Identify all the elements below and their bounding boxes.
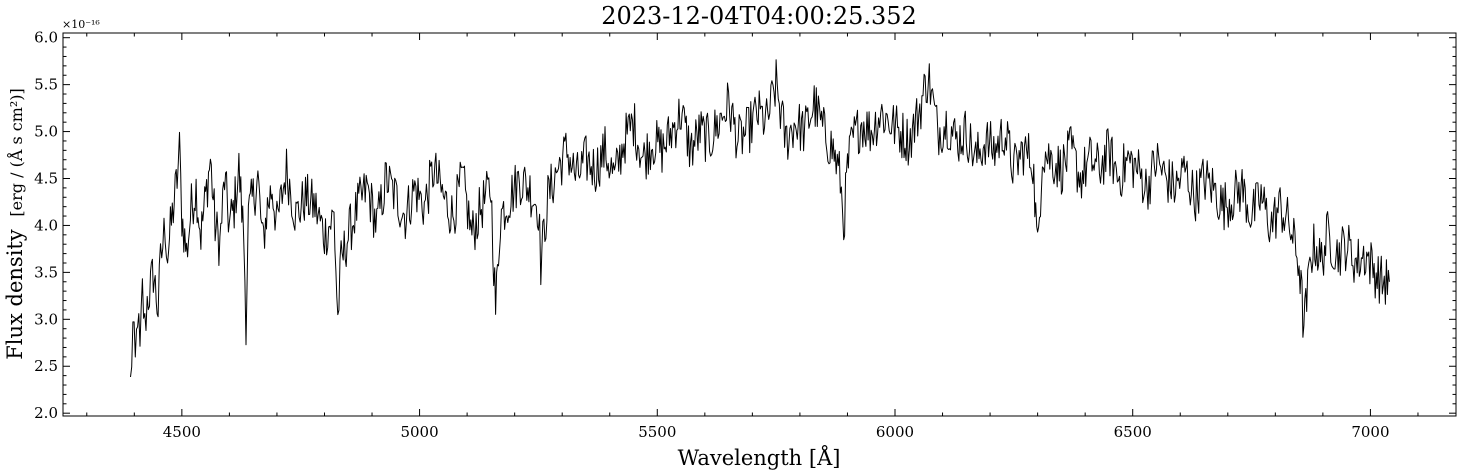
- x-axis-label: Wavelength [Å]: [678, 445, 841, 470]
- y-axis-label-text: Flux density: [3, 229, 27, 360]
- y-tick-label: 4.5: [34, 170, 58, 188]
- chart-title: 2023-12-04T04:00:25.352: [601, 2, 917, 30]
- y-tick-label: 4.0: [34, 216, 58, 234]
- y-axis-label-group: Flux density [erg / (Å s cm²)]: [3, 88, 27, 360]
- y-tick-label: 2.5: [34, 357, 58, 375]
- x-tick-label: 5500: [638, 423, 676, 441]
- x-axis-ticks: 4500 5000 5500 6000 6500 7000: [86, 33, 1419, 441]
- y-axis-label-unit: [erg / (Å s cm²)]: [6, 88, 26, 216]
- y-tick-label: 6.0: [34, 29, 58, 47]
- y-tick-label: 2.0: [34, 404, 58, 422]
- y-multiplier-label: ×10⁻¹⁶: [62, 18, 100, 31]
- y-tick-label: 5.0: [34, 123, 58, 141]
- x-tick-label: 5000: [400, 423, 438, 441]
- x-tick-label: 4500: [163, 423, 201, 441]
- x-tick-label: 7000: [1351, 423, 1389, 441]
- y-tick-label: 3.0: [34, 310, 58, 328]
- y-axis-ticks: 2.0 2.5 3.0 3.5 4.0 4.5 5.0 5.5 6.0: [34, 29, 1456, 422]
- series-line-flux: [130, 59, 1390, 378]
- y-tick-label: 3.5: [34, 263, 58, 281]
- x-tick-label: 6000: [876, 423, 914, 441]
- y-tick-label: 5.5: [34, 76, 58, 94]
- plot-area: 4500 5000 5500 6000 6500 7000 2.0 2.5 3.0 3.5 4.0…: [34, 29, 1457, 441]
- plot-frame: [62, 32, 1457, 417]
- y-axis-label: Flux density [erg / (Å s cm²)]: [3, 88, 27, 360]
- x-tick-label: 6500: [1114, 423, 1152, 441]
